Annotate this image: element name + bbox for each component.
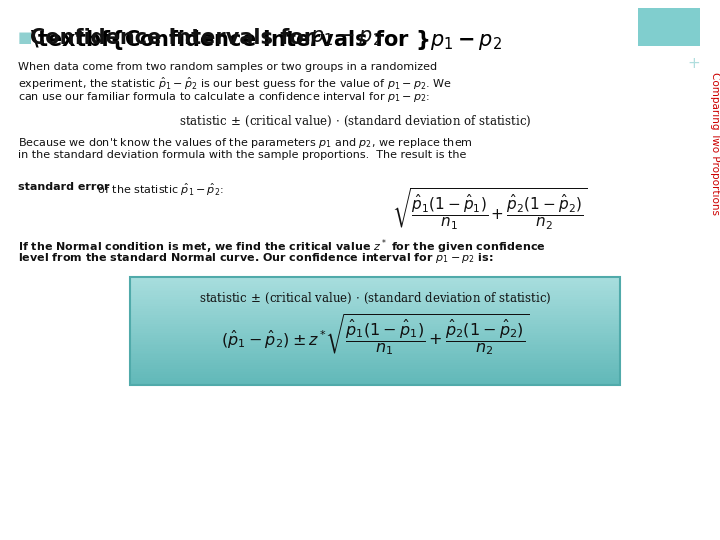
Bar (130, 365, 620, 368)
Bar (130, 351, 620, 354)
Bar (130, 346, 620, 348)
Bar (130, 326, 620, 328)
Bar (130, 369, 620, 372)
Bar (130, 316, 620, 319)
Bar (130, 347, 620, 350)
Bar (130, 381, 620, 384)
Bar (130, 342, 620, 345)
Text: standard error: standard error (18, 182, 109, 192)
Bar (130, 378, 620, 381)
Bar (130, 289, 620, 292)
Bar (130, 288, 620, 291)
Bar (130, 306, 620, 308)
Bar (130, 360, 620, 362)
Bar (638, 8, 700, 46)
Bar (130, 356, 620, 359)
Text: When data come from two random samples or two groups in a randomized: When data come from two random samples o… (18, 62, 437, 72)
Bar (130, 362, 620, 364)
Bar (130, 284, 620, 287)
Bar (130, 354, 620, 357)
Bar (130, 383, 620, 386)
Text: $(\hat{p}_1 - \hat{p}_2) \pm z^*\!\sqrt{\dfrac{\hat{p}_1(1-\hat{p}_1)}{n_1} + \d: $(\hat{p}_1 - \hat{p}_2) \pm z^*\!\sqrt{… (221, 313, 529, 357)
Bar (130, 333, 620, 335)
Bar (130, 331, 620, 334)
Bar (130, 297, 620, 300)
Bar (130, 363, 620, 366)
Text: Because we don't know the values of the parameters $p_1$ and $p_2$, we replace t: Because we don't know the values of the … (18, 136, 473, 150)
Bar (130, 302, 620, 305)
Bar (130, 336, 620, 339)
Text: statistic$\,\pm\,$(critical value)$\,\cdot\,$(standard deviation of statistic): statistic$\,\pm\,$(critical value)$\,\cd… (199, 291, 552, 306)
Bar (130, 281, 620, 284)
Bar (130, 358, 620, 361)
Bar (130, 277, 620, 280)
Text: of the statistic $\hat{p}_1 - \hat{p}_2$:: of the statistic $\hat{p}_1 - \hat{p}_2$… (94, 182, 224, 198)
Bar (130, 329, 620, 332)
Bar (130, 373, 620, 375)
Bar (130, 327, 620, 330)
Bar (130, 292, 620, 294)
Bar (130, 300, 620, 303)
Text: $\sqrt{\dfrac{\hat{p}_1(1-\hat{p}_1)}{n_1} + \dfrac{\hat{p}_2(1-\hat{p}_2)}{n_2}: $\sqrt{\dfrac{\hat{p}_1(1-\hat{p}_1)}{n_… (392, 186, 588, 232)
Bar (130, 313, 620, 316)
Bar (130, 322, 620, 325)
Bar (130, 309, 620, 312)
Text: Comparing Two Proportions: Comparing Two Proportions (710, 72, 720, 215)
Bar (130, 367, 620, 370)
Text: Confidence Intervals for: Confidence Intervals for (30, 28, 321, 48)
Bar (130, 324, 620, 327)
Bar (130, 380, 620, 382)
Text: statistic$\,\pm\,$(critical value)$\,\cdot\,$(standard deviation of statistic): statistic$\,\pm\,$(critical value)$\,\cd… (179, 114, 531, 129)
Bar (130, 320, 620, 323)
Bar (130, 304, 620, 307)
Text: level from the standard Normal curve. Our confidence interval for $p_1 - p_2$ is: level from the standard Normal curve. Ou… (18, 251, 493, 265)
Text: ■: ■ (18, 30, 32, 45)
Bar (130, 293, 620, 296)
Bar (130, 279, 620, 281)
Text: \textbf{Confidence Intervals for }$\boldsymbol{p_1 - p_2}$: \textbf{Confidence Intervals for }$\bold… (30, 28, 502, 52)
Bar (130, 282, 620, 285)
Bar (130, 299, 620, 301)
Bar (130, 277, 620, 385)
Bar (130, 338, 620, 341)
Bar (130, 311, 620, 314)
Text: in the standard deviation formula with the sample proportions.  The result is th: in the standard deviation formula with t… (18, 150, 467, 160)
Text: +: + (688, 56, 700, 71)
Bar (130, 374, 620, 377)
Bar (130, 308, 620, 310)
Bar (130, 349, 620, 352)
Bar (130, 286, 620, 289)
Bar (130, 343, 620, 346)
Text: experiment, the statistic $\hat{p}_1 - \hat{p}_2$ is our best guess for the valu: experiment, the statistic $\hat{p}_1 - \… (18, 76, 452, 92)
Bar (130, 340, 620, 343)
Bar (130, 315, 620, 318)
Bar (130, 353, 620, 355)
Bar (130, 370, 620, 373)
Text: can use our familiar formula to calculate a confidence interval for $p_1-p_2$:: can use our familiar formula to calculat… (18, 90, 430, 104)
Text: If the Normal condition is met, we find the critical value $z^*$ for the given c: If the Normal condition is met, we find … (18, 237, 546, 255)
Bar (130, 376, 620, 379)
Text: $p_1 - p_2$: $p_1 - p_2$ (310, 28, 382, 48)
Bar (130, 295, 620, 298)
Bar (130, 335, 620, 338)
Bar (130, 319, 620, 321)
